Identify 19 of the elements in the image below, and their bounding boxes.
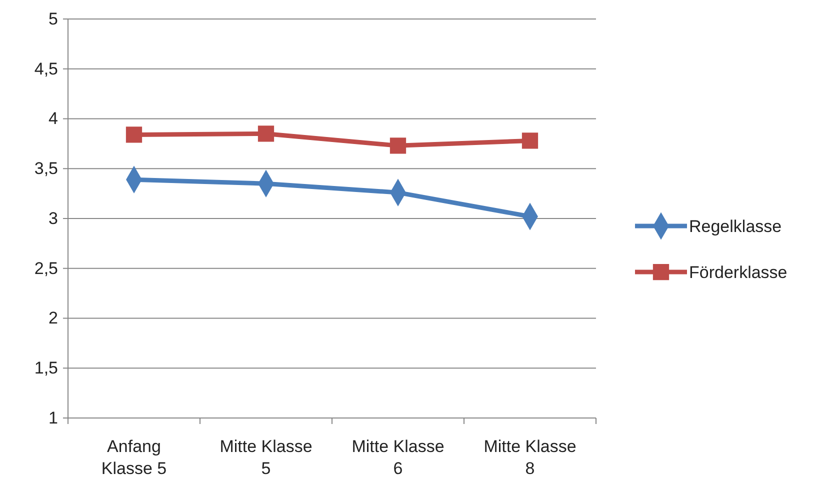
y-tick-label: 1,5 [34,358,58,378]
x-tick-label: Mitte Klasse 8 [484,437,576,478]
y-tick-label: 4,5 [34,59,58,78]
legend-label: Förderklasse [689,263,788,282]
point [258,126,274,142]
y-tick-label: 3 [48,208,58,228]
legend-label: Regelklasse [689,217,782,236]
y-tick-label: 2,5 [34,258,58,278]
point [126,126,142,143]
x-tick-label: Mitte Klasse 6 [352,437,444,478]
y-tick-label: 1 [48,408,58,428]
y-tick-label: 5 [48,9,58,28]
point [390,138,406,154]
x-tick-label: Anfang Klasse 5 [101,437,167,478]
y-tick-label: 2 [48,308,58,328]
y-tick-label: 3,5 [34,159,58,178]
point [522,132,538,149]
x-tick-label: Mitte Klasse 5 [220,437,312,478]
y-tick-label: 4 [48,109,58,128]
